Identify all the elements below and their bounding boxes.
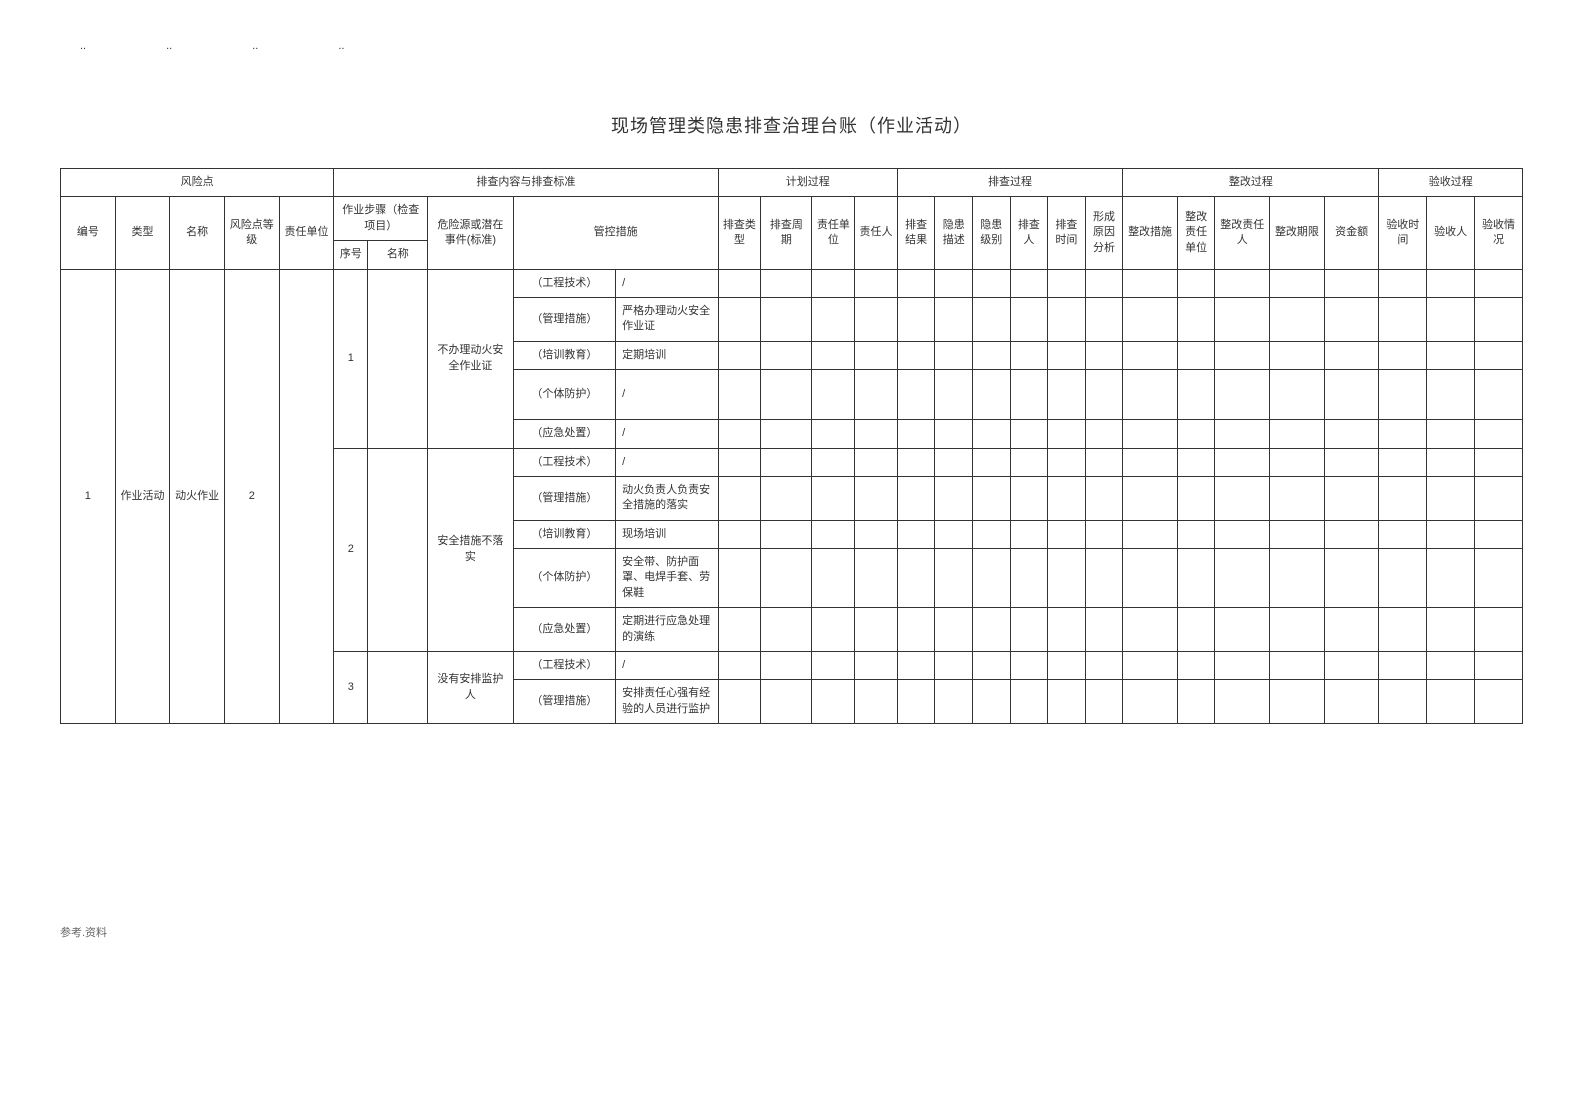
- page-title: 现场管理类隐患排查治理台账（作业活动）: [60, 112, 1523, 138]
- cell-m: （管理措施）: [513, 680, 615, 724]
- col-resp-unit: 责任单位: [279, 197, 334, 269]
- col-rect-deadline: 整改期限: [1270, 197, 1325, 269]
- col-resp-unit2: 责任单位: [812, 197, 855, 269]
- cell-step2-seq: 2: [334, 448, 368, 652]
- col-rect-resp-unit: 整改责任单位: [1177, 197, 1215, 269]
- cell-m: （个体防护）: [513, 549, 615, 608]
- cell-resp-unit: [279, 269, 334, 724]
- col-name: 名称: [170, 197, 225, 269]
- group-check-content: 排查内容与排查标准: [334, 169, 718, 197]
- cell-m: （培训教育）: [513, 520, 615, 548]
- cell-m: 定期培训: [616, 341, 718, 369]
- col-sub-name: 名称: [368, 241, 428, 269]
- cell-m: 动火负责人负责安全措施的落实: [616, 476, 718, 520]
- group-rect-process: 整改过程: [1123, 169, 1379, 197]
- cell-m: （工程技术）: [513, 448, 615, 476]
- group-risk-point: 风险点: [61, 169, 334, 197]
- col-check-type: 排查类型: [718, 197, 761, 269]
- group-check-process: 排查过程: [897, 169, 1122, 197]
- cell-m: /: [616, 420, 718, 448]
- cell-step1-seq: 1: [334, 269, 368, 448]
- col-accept-time: 验收时间: [1379, 197, 1427, 269]
- cell-m: /: [616, 652, 718, 680]
- col-accept-status: 验收情况: [1475, 197, 1523, 269]
- col-rect-resp-person: 整改责任人: [1215, 197, 1270, 269]
- top-dots: .. .. .. ..: [60, 40, 1523, 52]
- cell-m: 安全带、防护面罩、电焊手套、劳保鞋: [616, 549, 718, 608]
- cell-main-type: 作业活动: [115, 269, 170, 724]
- group-plan-process: 计划过程: [718, 169, 897, 197]
- cell-step2-name: [368, 448, 428, 652]
- cell-m: 现场培训: [616, 520, 718, 548]
- cell-main-seq: 1: [61, 269, 116, 724]
- cell-m: （工程技术）: [513, 652, 615, 680]
- cell-m: （工程技术）: [513, 269, 615, 297]
- cell-step3-hazard: 没有安排监护人: [428, 652, 513, 724]
- cell-step3-name: [368, 652, 428, 724]
- col-rect-measure: 整改措施: [1123, 197, 1178, 269]
- col-accept-person: 验收人: [1427, 197, 1475, 269]
- col-hazard-source: 危险源或潜在事件(标准): [428, 197, 513, 269]
- cell-main-name: 动火作业: [170, 269, 225, 724]
- cell-step1-hazard: 不办理动火安全作业证: [428, 269, 513, 448]
- group-accept-process: 验收过程: [1379, 169, 1523, 197]
- col-hazard-level: 隐患级别: [972, 197, 1010, 269]
- col-checker: 排查人: [1010, 197, 1048, 269]
- cell-step3-seq: 3: [334, 652, 368, 724]
- col-sub-seq: 序号: [334, 241, 368, 269]
- col-check-result: 排查结果: [897, 197, 935, 269]
- cell-step2-hazard: 安全措施不落实: [428, 448, 513, 652]
- cell-m: （应急处置）: [513, 608, 615, 652]
- cell-m: /: [616, 448, 718, 476]
- cell-m: （培训教育）: [513, 341, 615, 369]
- col-risk-level: 风险点等级: [224, 197, 279, 269]
- cell-m: 定期进行应急处理的演练: [616, 608, 718, 652]
- col-check-cycle: 排查周期: [761, 197, 812, 269]
- col-funds: 资金额: [1324, 197, 1379, 269]
- ledger-table: 风险点 排查内容与排查标准 计划过程 排查过程 整改过程 验收过程 编号 类型 …: [60, 168, 1523, 724]
- cell-m: /: [616, 269, 718, 297]
- cell-step1-name: [368, 269, 428, 448]
- cell-m: 安排责任心强有经验的人员进行监护: [616, 680, 718, 724]
- col-cause-analysis: 形成原因分析: [1085, 197, 1123, 269]
- cell-risk-level: 2: [224, 269, 279, 724]
- col-type: 类型: [115, 197, 170, 269]
- cell-m: （管理措施）: [513, 476, 615, 520]
- col-work-step: 作业步骤（检查项目）: [334, 197, 428, 241]
- col-seq-no: 编号: [61, 197, 116, 269]
- cell-m: （个体防护）: [513, 370, 615, 420]
- col-check-time: 排查时间: [1048, 197, 1086, 269]
- cell-m: /: [616, 370, 718, 420]
- col-resp-person: 责任人: [855, 197, 898, 269]
- cell-m: 严格办理动火安全作业证: [616, 297, 718, 341]
- cell-m: （应急处置）: [513, 420, 615, 448]
- col-hazard-desc: 隐患描述: [935, 197, 973, 269]
- cell-m: （管理措施）: [513, 297, 615, 341]
- footer-text: 参考.资料: [60, 924, 1523, 940]
- col-control-measure: 管控措施: [513, 197, 718, 269]
